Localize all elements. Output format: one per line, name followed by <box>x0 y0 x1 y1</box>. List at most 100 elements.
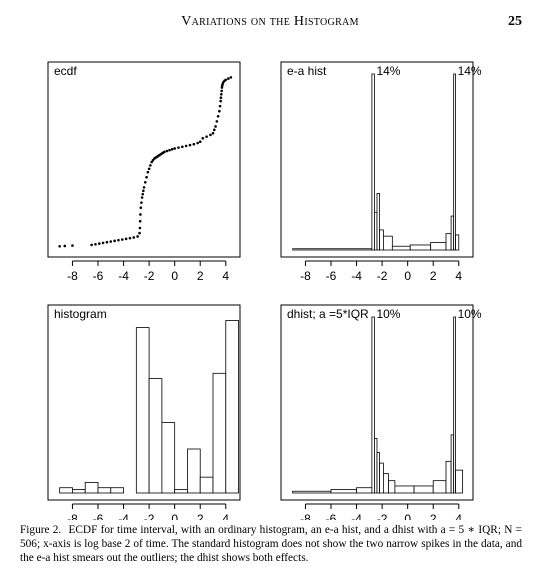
histogram-bar <box>394 485 415 494</box>
plot-frame <box>47 304 241 501</box>
ecdf-point <box>113 239 116 243</box>
ecdf-point <box>192 142 196 146</box>
ecdf-point <box>209 133 212 137</box>
panel-label: dhist; a =5*IQR <box>287 307 369 321</box>
ecdf-point <box>229 76 233 79</box>
spike-percent-label: 14% <box>458 64 482 78</box>
histogram-bar <box>292 248 373 251</box>
histogram-bar <box>187 448 201 494</box>
ecdf-point <box>141 192 145 196</box>
ecdf-point <box>109 240 113 243</box>
histogram-bar <box>455 469 464 494</box>
x-tick-label: -4 <box>351 512 362 520</box>
histogram-bar <box>445 460 452 494</box>
ecdf-point <box>212 128 216 132</box>
ecdf-point <box>63 244 67 248</box>
ecdf-point <box>205 135 208 138</box>
histogram-bar <box>382 235 393 251</box>
ecdf-point <box>216 115 220 118</box>
x-tick-label: 2 <box>430 512 437 520</box>
figure-caption: Figure 2. ECDF for time interval, with a… <box>20 523 522 565</box>
page-header: Variations on the Histogram 25 <box>0 14 540 34</box>
x-tick-label: -2 <box>144 269 155 283</box>
plot-frame <box>47 61 241 258</box>
x-tick-label: -8 <box>300 512 311 520</box>
x-tick-label: -4 <box>118 512 129 520</box>
ecdf-point <box>177 146 180 149</box>
histogram-bar <box>413 485 434 494</box>
histogram-bar <box>391 245 411 251</box>
ecdf-point <box>136 235 139 238</box>
histogram-bar <box>97 487 112 494</box>
ecdf-point <box>97 242 101 245</box>
x-tick-label: 2 <box>430 269 437 283</box>
ecdf-point <box>101 241 105 245</box>
plot-frame <box>280 61 474 258</box>
x-tick-label: -2 <box>144 512 155 520</box>
ecdf-point <box>142 186 146 189</box>
ecdf-point <box>71 244 74 247</box>
ecdf-point <box>220 93 223 96</box>
x-tick-label: 4 <box>222 269 229 283</box>
ecdf-point <box>220 89 223 93</box>
x-tick-label: -8 <box>300 269 311 283</box>
ecdf-point <box>138 231 141 235</box>
x-tick-label: -6 <box>326 512 337 520</box>
histogram-bar <box>174 489 188 494</box>
histogram-bar <box>72 489 86 494</box>
ecdf-point <box>138 226 142 230</box>
ecdf-point <box>227 77 230 80</box>
ecdf-point <box>198 140 202 143</box>
ecdf-point <box>138 219 142 223</box>
x-tick-label: -2 <box>377 512 388 520</box>
panel-label: histogram <box>54 307 107 321</box>
histogram-bar <box>110 487 124 494</box>
ecdf-point <box>139 206 143 209</box>
running-title: Variations on the Histogram <box>181 14 359 29</box>
ecdf-point <box>165 149 169 153</box>
ecdf-point <box>117 238 120 242</box>
ecdf-point <box>132 236 136 239</box>
panel-label: ecdf <box>54 64 77 78</box>
ecdf-point <box>219 96 223 99</box>
figure-2: ecdf -8 -6 -4 -2 0 2 4 e-a hist 14% 14% -8 -6 -4 -2 0 2 4… <box>47 61 482 520</box>
histogram-bar <box>455 234 460 251</box>
histogram-bar <box>225 320 239 494</box>
spike-percent-label: 10% <box>376 307 400 321</box>
caption-text: ECDF for time interval, with an ordinary… <box>20 524 522 564</box>
x-tick-label: -8 <box>67 512 78 520</box>
histogram-bar <box>382 473 389 494</box>
x-tick-label: 0 <box>171 512 178 520</box>
ecdf-point <box>218 109 221 113</box>
ecdf-point <box>128 236 132 240</box>
histogram-bar <box>371 316 375 494</box>
caption-label: Figure 2. <box>20 524 62 536</box>
histogram-bar <box>409 244 432 251</box>
spike-percent-label: 10% <box>458 307 482 321</box>
histogram-bar <box>371 73 375 251</box>
panel-label: e-a hist <box>287 64 327 78</box>
histogram-bar <box>148 378 163 494</box>
ecdf-point <box>140 201 143 204</box>
ecdf-point <box>168 148 171 152</box>
x-tick-label: 0 <box>404 269 411 283</box>
x-tick-label: 0 <box>171 269 178 283</box>
panel-dhist: dhist; a =5*IQR 10% 10% -8 -6 -4 -2 0 2 4 <box>280 304 482 520</box>
x-tick-label: -4 <box>351 269 362 283</box>
spike-percent-label: 14% <box>376 64 400 78</box>
x-tick-label: 4 <box>455 269 462 283</box>
x-tick-label: 4 <box>222 512 229 520</box>
histogram-bar <box>135 327 150 494</box>
ecdf-point <box>163 150 166 154</box>
ecdf-point <box>184 144 188 148</box>
ecdf-point <box>173 147 176 150</box>
histogram-bar <box>292 490 332 494</box>
histogram-bar <box>330 489 357 494</box>
histogram-bar <box>445 233 452 251</box>
ecdf-point <box>147 167 151 171</box>
histogram-bar <box>199 476 214 494</box>
histogram-bar <box>356 487 373 494</box>
x-tick-label: 0 <box>404 512 411 520</box>
histogram-bar <box>84 482 99 494</box>
x-tick-label: -6 <box>326 269 337 283</box>
